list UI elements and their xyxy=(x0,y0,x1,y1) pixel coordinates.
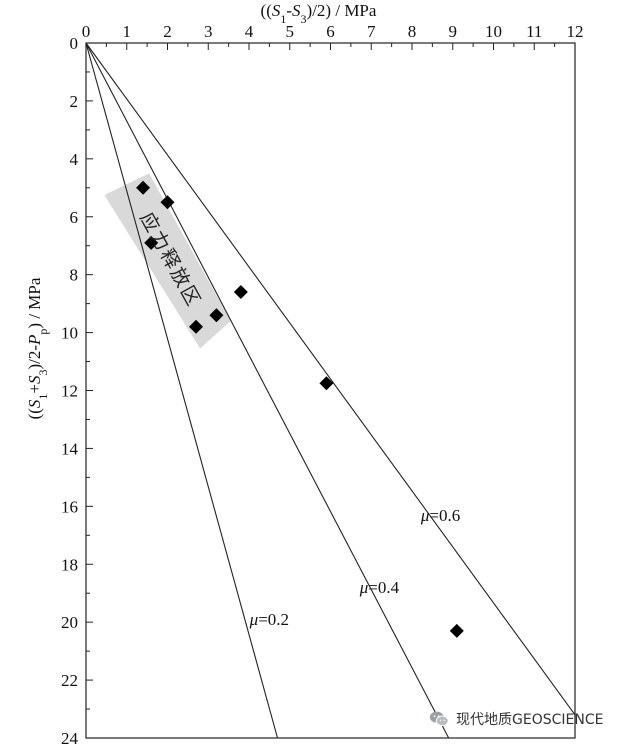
watermark-text: 现代地质GEOSCIENCE xyxy=(456,712,604,728)
y-tick-label-22: 22 xyxy=(61,671,78,690)
x-axis-title: ((S1-S3)/2) / MPa xyxy=(261,1,377,26)
data-point-2 xyxy=(160,195,175,210)
data-point-3 xyxy=(144,235,159,250)
x-tick-label-12: 12 xyxy=(567,22,584,41)
data-point-4 xyxy=(233,285,248,300)
y-tick-label-4: 4 xyxy=(70,150,79,169)
wechat-icon xyxy=(429,711,449,727)
data-point-5 xyxy=(209,308,224,323)
data-point-8 xyxy=(449,623,464,638)
friction-lines-layer xyxy=(85,42,576,739)
y-tick-label-24: 24 xyxy=(61,729,79,747)
friction-line-label-mu-0.6: μ=0.6 xyxy=(420,506,460,525)
stress-release-zone xyxy=(104,173,231,349)
stress-release-zone-layer xyxy=(104,173,231,349)
data-point-7 xyxy=(319,376,334,391)
x-tick-label-0: 0 xyxy=(82,22,91,41)
y-axis-title: ((S1+S3)/2-Pp) / MPa xyxy=(25,277,50,419)
y-tick-label-12: 12 xyxy=(61,382,78,401)
data-point-6 xyxy=(189,319,204,334)
x-tick-label-3: 3 xyxy=(204,22,213,41)
y-tick-label-6: 6 xyxy=(70,208,79,227)
y-tick-label-16: 16 xyxy=(61,497,78,516)
data-point-1 xyxy=(136,180,151,195)
y-tick-label-14: 14 xyxy=(61,439,79,458)
x-tick-label-2: 2 xyxy=(163,22,172,41)
x-tick-label-8: 8 xyxy=(408,22,417,41)
watermark: 现代地质GEOSCIENCE xyxy=(428,706,603,732)
y-tick-label-2: 2 xyxy=(70,92,79,111)
y-tick-label-10: 10 xyxy=(61,324,78,343)
friction-line-mu-0.4 xyxy=(85,42,450,739)
x-tick-label-10: 10 xyxy=(485,22,502,41)
y-tick-label-20: 20 xyxy=(61,613,78,632)
y-tick-label-8: 8 xyxy=(70,266,79,285)
x-tick-label-6: 6 xyxy=(326,22,335,41)
x-tick-label-7: 7 xyxy=(367,22,376,41)
friction-line-label-mu-0.4: μ=0.4 xyxy=(359,578,400,597)
friction-line-label-mu-0.2: μ=0.2 xyxy=(249,610,289,629)
y-tick-label-18: 18 xyxy=(61,555,78,574)
x-tick-label-5: 5 xyxy=(286,22,295,41)
plot-frame xyxy=(85,42,576,739)
axes-layer: 0 1 2 3 4 5 6 7 8 9 10 11 12024681012141618202224((S… xyxy=(25,1,584,747)
x-tick-label-1: 1 xyxy=(123,22,132,41)
x-tick-label-9: 9 xyxy=(449,22,458,41)
data-points-layer xyxy=(136,180,464,638)
friction-line-mu-0.2 xyxy=(85,42,279,739)
friction-line-mu-0.6 xyxy=(85,42,576,716)
y-tick-label-0: 0 xyxy=(70,34,79,53)
x-tick-label-4: 4 xyxy=(245,22,254,41)
x-tick-label-11: 11 xyxy=(526,22,542,41)
